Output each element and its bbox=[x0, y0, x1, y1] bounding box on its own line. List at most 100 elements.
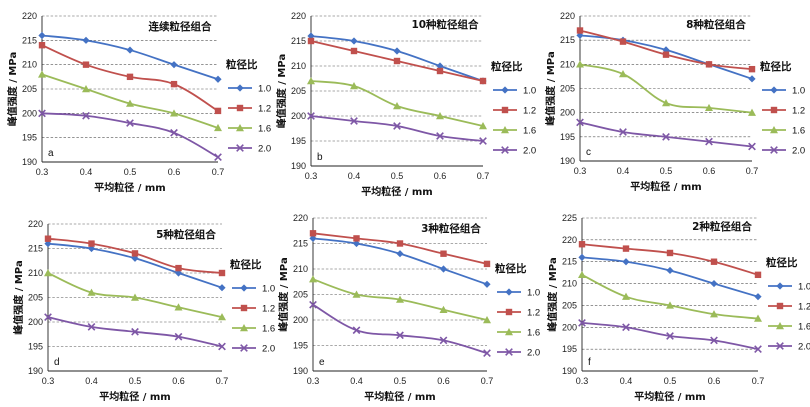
data-point bbox=[578, 319, 586, 327]
y-tick-label: 190 bbox=[293, 366, 308, 376]
panel-title: 10种粒径组合 bbox=[411, 18, 479, 31]
y-tick-label: 220 bbox=[293, 213, 308, 223]
data-point bbox=[38, 109, 46, 118]
x-tick-label: 0.7 bbox=[216, 376, 229, 386]
data-point bbox=[748, 75, 756, 83]
legend-marker bbox=[505, 348, 513, 356]
legend-title: 粒径比 bbox=[766, 256, 798, 269]
data-point bbox=[44, 269, 52, 277]
data-point bbox=[705, 137, 713, 146]
y-axis-label: 峰值强度 / MPa bbox=[12, 260, 25, 334]
y-tick-label: 190 bbox=[562, 366, 577, 376]
data-point bbox=[396, 240, 404, 247]
data-point bbox=[88, 240, 95, 247]
data-point bbox=[396, 250, 404, 258]
data-point bbox=[754, 314, 762, 322]
data-point bbox=[307, 37, 315, 45]
x-tick-label: 0.5 bbox=[664, 376, 677, 386]
data-point bbox=[309, 230, 317, 237]
data-point bbox=[662, 51, 670, 58]
series-line bbox=[579, 121, 753, 148]
data-point bbox=[214, 123, 222, 132]
data-point bbox=[350, 117, 358, 125]
y-tick-label: 190 bbox=[22, 157, 37, 167]
legend-label: 1.0 bbox=[262, 284, 275, 295]
legend-label: 2.0 bbox=[527, 348, 540, 359]
data-point bbox=[662, 99, 670, 107]
y-tick-label: 200 bbox=[22, 108, 37, 118]
data-point bbox=[350, 82, 358, 90]
data-point bbox=[483, 260, 491, 268]
data-point bbox=[619, 70, 627, 78]
data-point bbox=[38, 70, 46, 78]
y-tick-label: 215 bbox=[291, 36, 306, 46]
x-tick-label: 0.4 bbox=[348, 171, 361, 181]
x-axis-label: 平均粒径 / mm bbox=[361, 185, 432, 198]
data-point bbox=[436, 132, 444, 140]
y-axis-label: 峰值强度 / MPa bbox=[544, 51, 557, 125]
y-tick-label: 195 bbox=[293, 341, 308, 351]
data-point bbox=[439, 305, 448, 313]
legend-label: 1.0 bbox=[527, 288, 540, 299]
y-tick-label: 210 bbox=[560, 59, 575, 69]
data-point bbox=[44, 313, 52, 321]
y-tick-label: 200 bbox=[560, 108, 575, 118]
y-tick-label: 220 bbox=[560, 11, 575, 21]
panel-letter: c bbox=[586, 147, 591, 158]
x-tick-label: 0.3 bbox=[36, 167, 49, 177]
data-point bbox=[578, 270, 586, 279]
data-point bbox=[38, 42, 46, 49]
x-tick-label: 0.7 bbox=[212, 167, 225, 177]
y-axis-label: 峰值强度 / MPa bbox=[277, 257, 290, 331]
y-tick-label: 220 bbox=[28, 219, 43, 229]
legend-marker bbox=[501, 126, 509, 134]
legend-title: 粒径比 bbox=[760, 60, 792, 73]
data-point bbox=[710, 336, 718, 345]
legend-marker bbox=[505, 328, 513, 336]
data-point bbox=[748, 65, 756, 73]
legend-marker bbox=[501, 146, 509, 154]
chart-panel-a: 190 195 200 205 210 215 220 0.3 0.4 0.5 0.6 0.7 平均粒径… bbox=[6, 11, 271, 194]
chart-panel-e: 190 195 200 205 210 215 220 0.3 0.4 0.5 0.6 0.7 平均粒径… bbox=[277, 213, 540, 403]
data-point bbox=[483, 349, 491, 358]
data-point bbox=[352, 326, 361, 335]
legend-label: 2.0 bbox=[258, 144, 271, 155]
x-tick-label: 0.4 bbox=[620, 376, 633, 386]
y-tick-label: 225 bbox=[562, 213, 577, 223]
legend-marker bbox=[236, 124, 244, 132]
x-axis-label: 平均粒径 / mm bbox=[99, 390, 170, 403]
legend-marker bbox=[776, 322, 784, 330]
data-point bbox=[666, 249, 674, 257]
data-point bbox=[396, 295, 404, 303]
legend-label: 1.0 bbox=[523, 86, 536, 97]
legend-marker bbox=[501, 106, 509, 114]
y-tick-label: 210 bbox=[293, 264, 308, 274]
legend-marker bbox=[770, 106, 778, 114]
legend-marker bbox=[776, 282, 784, 290]
y-tick-label: 200 bbox=[562, 322, 577, 332]
legend-marker bbox=[240, 304, 248, 312]
x-tick-label: 0.3 bbox=[574, 166, 587, 176]
data-point bbox=[218, 313, 226, 321]
x-tick-label: 0.5 bbox=[660, 166, 673, 176]
panel-title: 连续粒径组合 bbox=[149, 20, 212, 33]
legend-title: 粒径比 bbox=[230, 258, 262, 271]
data-point bbox=[393, 122, 401, 130]
x-tick-label: 0.3 bbox=[42, 376, 55, 386]
data-point bbox=[309, 275, 317, 283]
data-point bbox=[126, 46, 134, 54]
x-tick-label: 0.3 bbox=[576, 376, 589, 386]
data-point bbox=[396, 331, 404, 340]
data-point bbox=[622, 323, 630, 332]
data-point bbox=[131, 327, 139, 336]
x-tick-label: 0.3 bbox=[307, 376, 320, 386]
y-tick-label: 215 bbox=[562, 257, 577, 267]
series-line bbox=[581, 274, 759, 320]
data-point bbox=[576, 60, 584, 68]
data-point bbox=[82, 85, 90, 93]
series-line bbox=[41, 112, 219, 158]
data-point bbox=[174, 303, 183, 311]
legend-label: 1.2 bbox=[262, 304, 275, 315]
data-point bbox=[662, 132, 670, 141]
